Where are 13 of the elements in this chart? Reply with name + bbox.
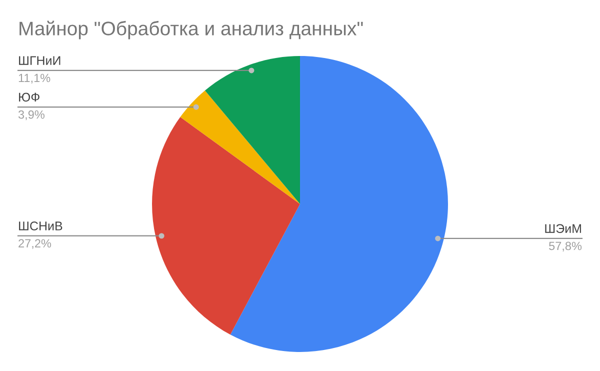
data-label: 27,2%	[18, 239, 52, 249]
pie-slice	[152, 117, 300, 335]
pie-slice	[230, 56, 448, 352]
data-label: 57,8%	[549, 242, 582, 252]
pie-slice	[180, 90, 300, 204]
chart-title: Майнор "Обработка и анализ данных"	[20, 20, 363, 40]
data-label: 11,1%	[18, 74, 50, 84]
slice-label: ЮФ	[19, 92, 40, 102]
slice-label: ШГНиИ	[19, 56, 60, 65]
data-label: 3,9%	[18, 110, 44, 120]
slice-label: ШЭиМ	[545, 224, 581, 233]
pie-slice	[204, 56, 300, 204]
slice-label: ШСНиВ	[19, 222, 62, 230]
